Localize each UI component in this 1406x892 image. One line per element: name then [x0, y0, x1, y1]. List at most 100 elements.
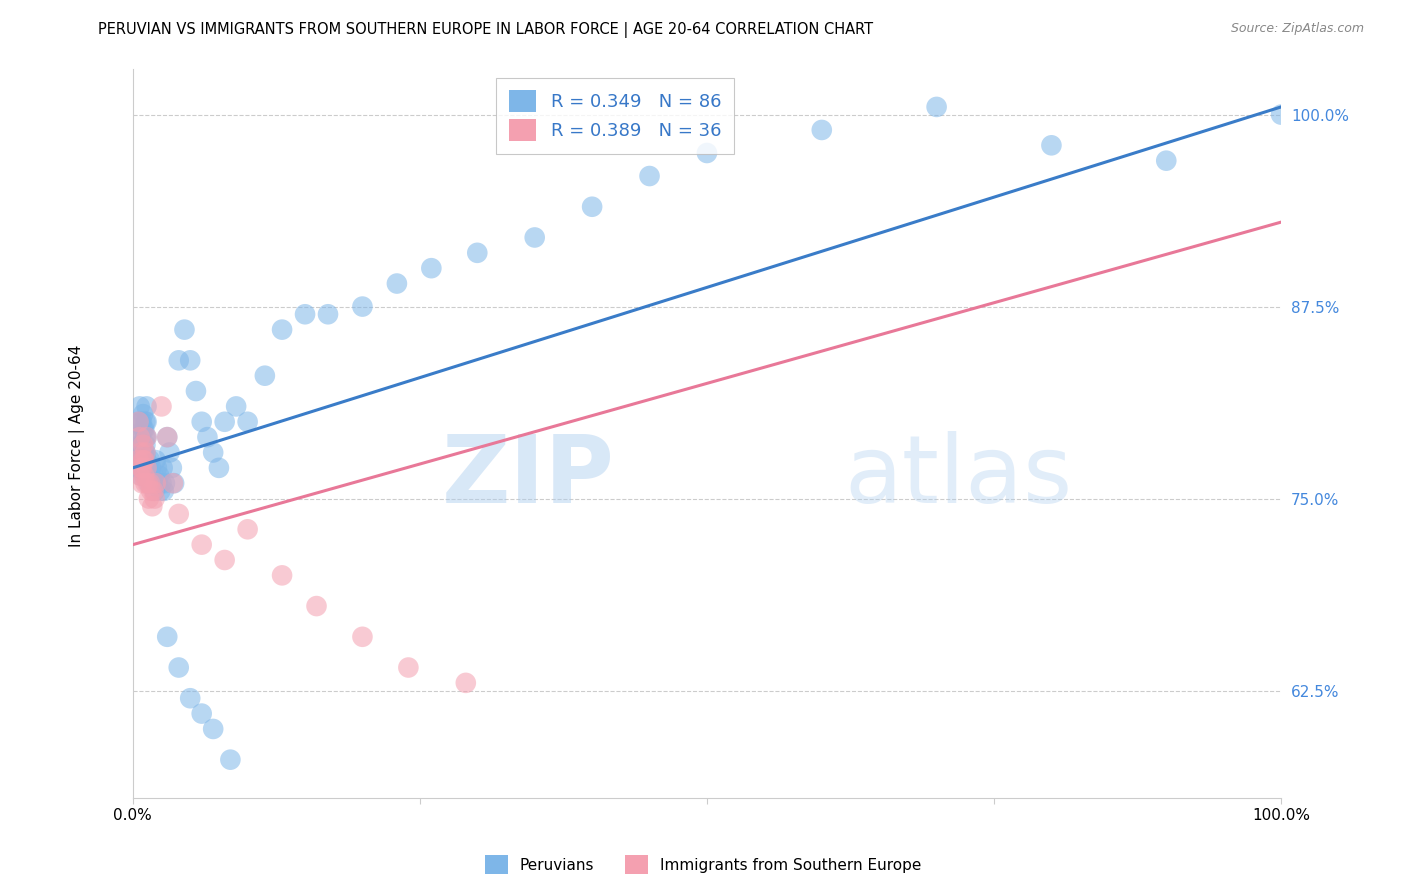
Point: [141, 476, 163, 491]
Point: [202, 445, 225, 459]
Point: [139, 453, 162, 467]
Point: [134, 453, 156, 467]
Point: [202, 722, 225, 736]
Point: [135, 460, 157, 475]
Text: PERUVIAN VS IMMIGRANTS FROM SOUTHERN EUROPE IN LABOR FORCE | AGE 20-64 CORRELATI: PERUVIAN VS IMMIGRANTS FROM SOUTHERN EUR…: [98, 22, 873, 38]
Point: [153, 476, 176, 491]
Point: [271, 323, 294, 337]
Point: [136, 476, 159, 491]
Point: [141, 460, 163, 475]
Point: [134, 445, 156, 459]
Point: [167, 353, 190, 368]
Point: [148, 468, 170, 483]
Point: [1154, 153, 1177, 168]
Point: [128, 415, 150, 429]
Point: [145, 476, 167, 491]
Point: [128, 400, 150, 414]
Point: [197, 430, 219, 444]
Point: [129, 468, 152, 483]
Point: [160, 460, 183, 475]
Point: [150, 400, 173, 414]
Point: [128, 430, 150, 444]
Point: [190, 538, 212, 552]
Point: [179, 691, 201, 706]
Text: Source: ZipAtlas.com: Source: ZipAtlas.com: [1230, 22, 1364, 36]
Point: [156, 630, 179, 644]
Point: [134, 460, 156, 475]
Point: [128, 445, 150, 459]
Point: [134, 445, 156, 459]
Point: [156, 430, 179, 444]
Point: [128, 415, 150, 429]
Point: [131, 438, 153, 452]
Point: [131, 476, 153, 491]
Point: [142, 468, 165, 483]
Point: [135, 453, 157, 467]
Point: [523, 230, 546, 244]
Point: [129, 430, 152, 444]
Point: [454, 676, 477, 690]
Point: [134, 438, 156, 452]
Point: [136, 468, 159, 483]
Point: [132, 422, 155, 436]
Point: [128, 460, 150, 475]
Point: [129, 415, 152, 429]
Point: [129, 460, 152, 475]
Point: [150, 476, 173, 491]
Point: [352, 300, 374, 314]
Point: [135, 400, 157, 414]
Point: [145, 453, 167, 467]
Point: [143, 483, 166, 498]
Point: [236, 415, 259, 429]
Point: [132, 460, 155, 475]
Point: [128, 430, 150, 444]
Point: [143, 491, 166, 506]
Point: [131, 415, 153, 429]
Point: [396, 660, 419, 674]
Point: [465, 245, 488, 260]
Point: [696, 146, 718, 161]
Point: [128, 438, 150, 452]
Point: [638, 169, 661, 183]
Point: [135, 430, 157, 444]
Point: [167, 507, 190, 521]
Point: [131, 445, 153, 459]
Point: [352, 630, 374, 644]
Point: [184, 384, 207, 398]
Point: [294, 307, 316, 321]
Point: [420, 261, 443, 276]
Point: [138, 476, 160, 491]
Point: [132, 407, 155, 421]
Point: [225, 400, 247, 414]
Point: [128, 453, 150, 467]
Point: [131, 460, 153, 475]
Point: [132, 453, 155, 467]
Point: [190, 415, 212, 429]
Point: [925, 100, 948, 114]
Point: [128, 468, 150, 483]
Legend: R = 0.349   N = 86, R = 0.389   N = 36: R = 0.349 N = 86, R = 0.389 N = 36: [496, 78, 734, 154]
Point: [132, 438, 155, 452]
Point: [134, 422, 156, 436]
Point: [271, 568, 294, 582]
Point: [316, 307, 339, 321]
Point: [152, 460, 174, 475]
Text: ZIP: ZIP: [443, 431, 614, 523]
Point: [146, 460, 169, 475]
Point: [810, 123, 832, 137]
Point: [179, 353, 201, 368]
Point: [134, 476, 156, 491]
Legend: Peruvians, Immigrants from Southern Europe: Peruvians, Immigrants from Southern Euro…: [478, 849, 928, 880]
Point: [156, 430, 179, 444]
Point: [142, 483, 165, 498]
Point: [128, 453, 150, 467]
Point: [1270, 107, 1292, 121]
Point: [138, 491, 160, 506]
Point: [134, 445, 156, 459]
Point: [1040, 138, 1063, 153]
Point: [129, 460, 152, 475]
Point: [135, 430, 157, 444]
Point: [134, 430, 156, 444]
Point: [131, 453, 153, 467]
Point: [159, 445, 181, 459]
